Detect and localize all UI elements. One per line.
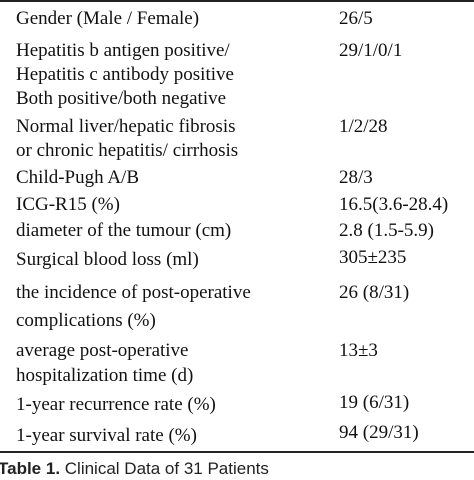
row-label-liver-line-1: Normal liver/hepatic fibrosis [16, 116, 236, 137]
row-value-recurrence-rate: 19 (6/31) [339, 392, 410, 413]
row-label-complications-line-1: the incidence of post-operative [16, 282, 251, 303]
row-value-complications: 26 (8/31) [339, 282, 410, 303]
row-value-hospitalization: 13±3 [339, 340, 378, 361]
row-label-survival-rate: 1-year survival rate (%) [16, 425, 197, 446]
row-value-survival-rate: 94 (29/31) [339, 422, 419, 443]
table-caption-label: Table 1. [0, 459, 61, 478]
row-label-icg-r15: ICG-R15 (%) [16, 194, 120, 215]
row-label-hospitalization-line-2: hospitalization time (d) [16, 365, 194, 386]
row-label-blood-loss: Surgical blood loss (ml) [16, 249, 199, 270]
row-label-recurrence-rate: 1-year recurrence rate (%) [16, 394, 216, 415]
table-caption: Table 1. Clinical Data of 31 Patients [0, 458, 269, 480]
table-caption-text: Clinical Data of 31 Patients [60, 459, 269, 478]
row-value-child-pugh: 28/3 [339, 167, 373, 188]
row-label-liver-line-2: or chronic hepatitis/ cirrhosis [16, 140, 239, 161]
row-value-blood-loss: 305±235 [339, 247, 407, 268]
row-label-hepatitis-line-2: Hepatitis c antibody positive [16, 64, 234, 85]
row-value-liver: 1/2/28 [339, 116, 388, 137]
table-bottom-rule [0, 451, 474, 453]
row-label-gender: Gender (Male / Female) [16, 8, 200, 29]
row-label-hospitalization-line-1: average post-operative [16, 340, 189, 361]
row-label-tumour-diameter: diameter of the tumour (cm) [16, 220, 232, 241]
row-value-gender: 26/5 [339, 8, 373, 29]
row-label-hepatitis-line-1: Hepatitis b antigen positive/ [16, 40, 230, 61]
table-top-rule [0, 0, 474, 2]
row-value-icg-r15: 16.5(3.6-28.4) [339, 194, 449, 215]
row-value-tumour-diameter: 2.8 (1.5-5.9) [339, 220, 434, 241]
row-label-child-pugh: Child-Pugh A/B [16, 167, 139, 188]
row-value-hepatitis: 29/1/0/1 [339, 40, 403, 61]
row-label-complications-line-2: complications (%) [16, 310, 156, 331]
row-label-hepatitis-line-3: Both positive/both negative [16, 88, 227, 109]
